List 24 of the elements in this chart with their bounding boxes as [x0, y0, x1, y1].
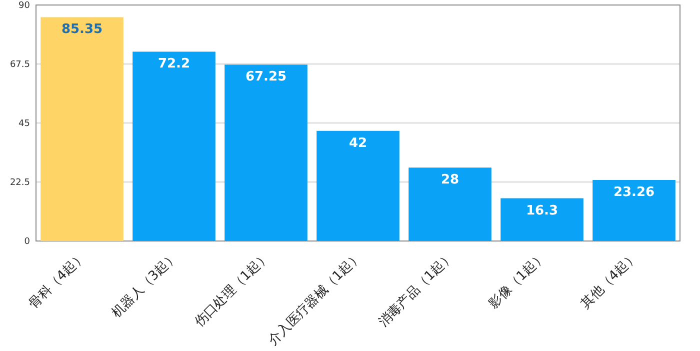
x-tick-label: 机器人（3起）: [109, 249, 181, 321]
bar: [408, 168, 492, 241]
y-tick-label: 22.5: [10, 178, 30, 188]
y-tick-label: 45: [18, 119, 30, 129]
y-tick-label: 67.5: [10, 60, 30, 70]
x-tick-label: 骨科（4起）: [26, 249, 89, 312]
bar: [316, 130, 400, 241]
data-label: 28: [440, 172, 460, 188]
bar: [132, 52, 216, 241]
data-label: 72.2: [158, 56, 190, 72]
data-label: 16.3: [526, 203, 558, 218]
data-label: 42: [348, 136, 368, 151]
bar: [592, 180, 676, 241]
bar: [224, 64, 308, 241]
x-tick-label: 消毒产品（1起）: [376, 249, 457, 330]
bar: [40, 17, 124, 241]
data-label: 67.25: [245, 70, 287, 85]
data-label: 85.35: [61, 22, 103, 38]
y-tick-label: 0: [24, 237, 30, 247]
y-tick-label: 90: [18, 1, 30, 11]
x-tick-label: 其他（4起）: [578, 249, 641, 312]
x-tick-label: 影像（1起）: [486, 249, 549, 312]
bar: [500, 198, 584, 241]
data-label: 23.26: [613, 185, 655, 200]
